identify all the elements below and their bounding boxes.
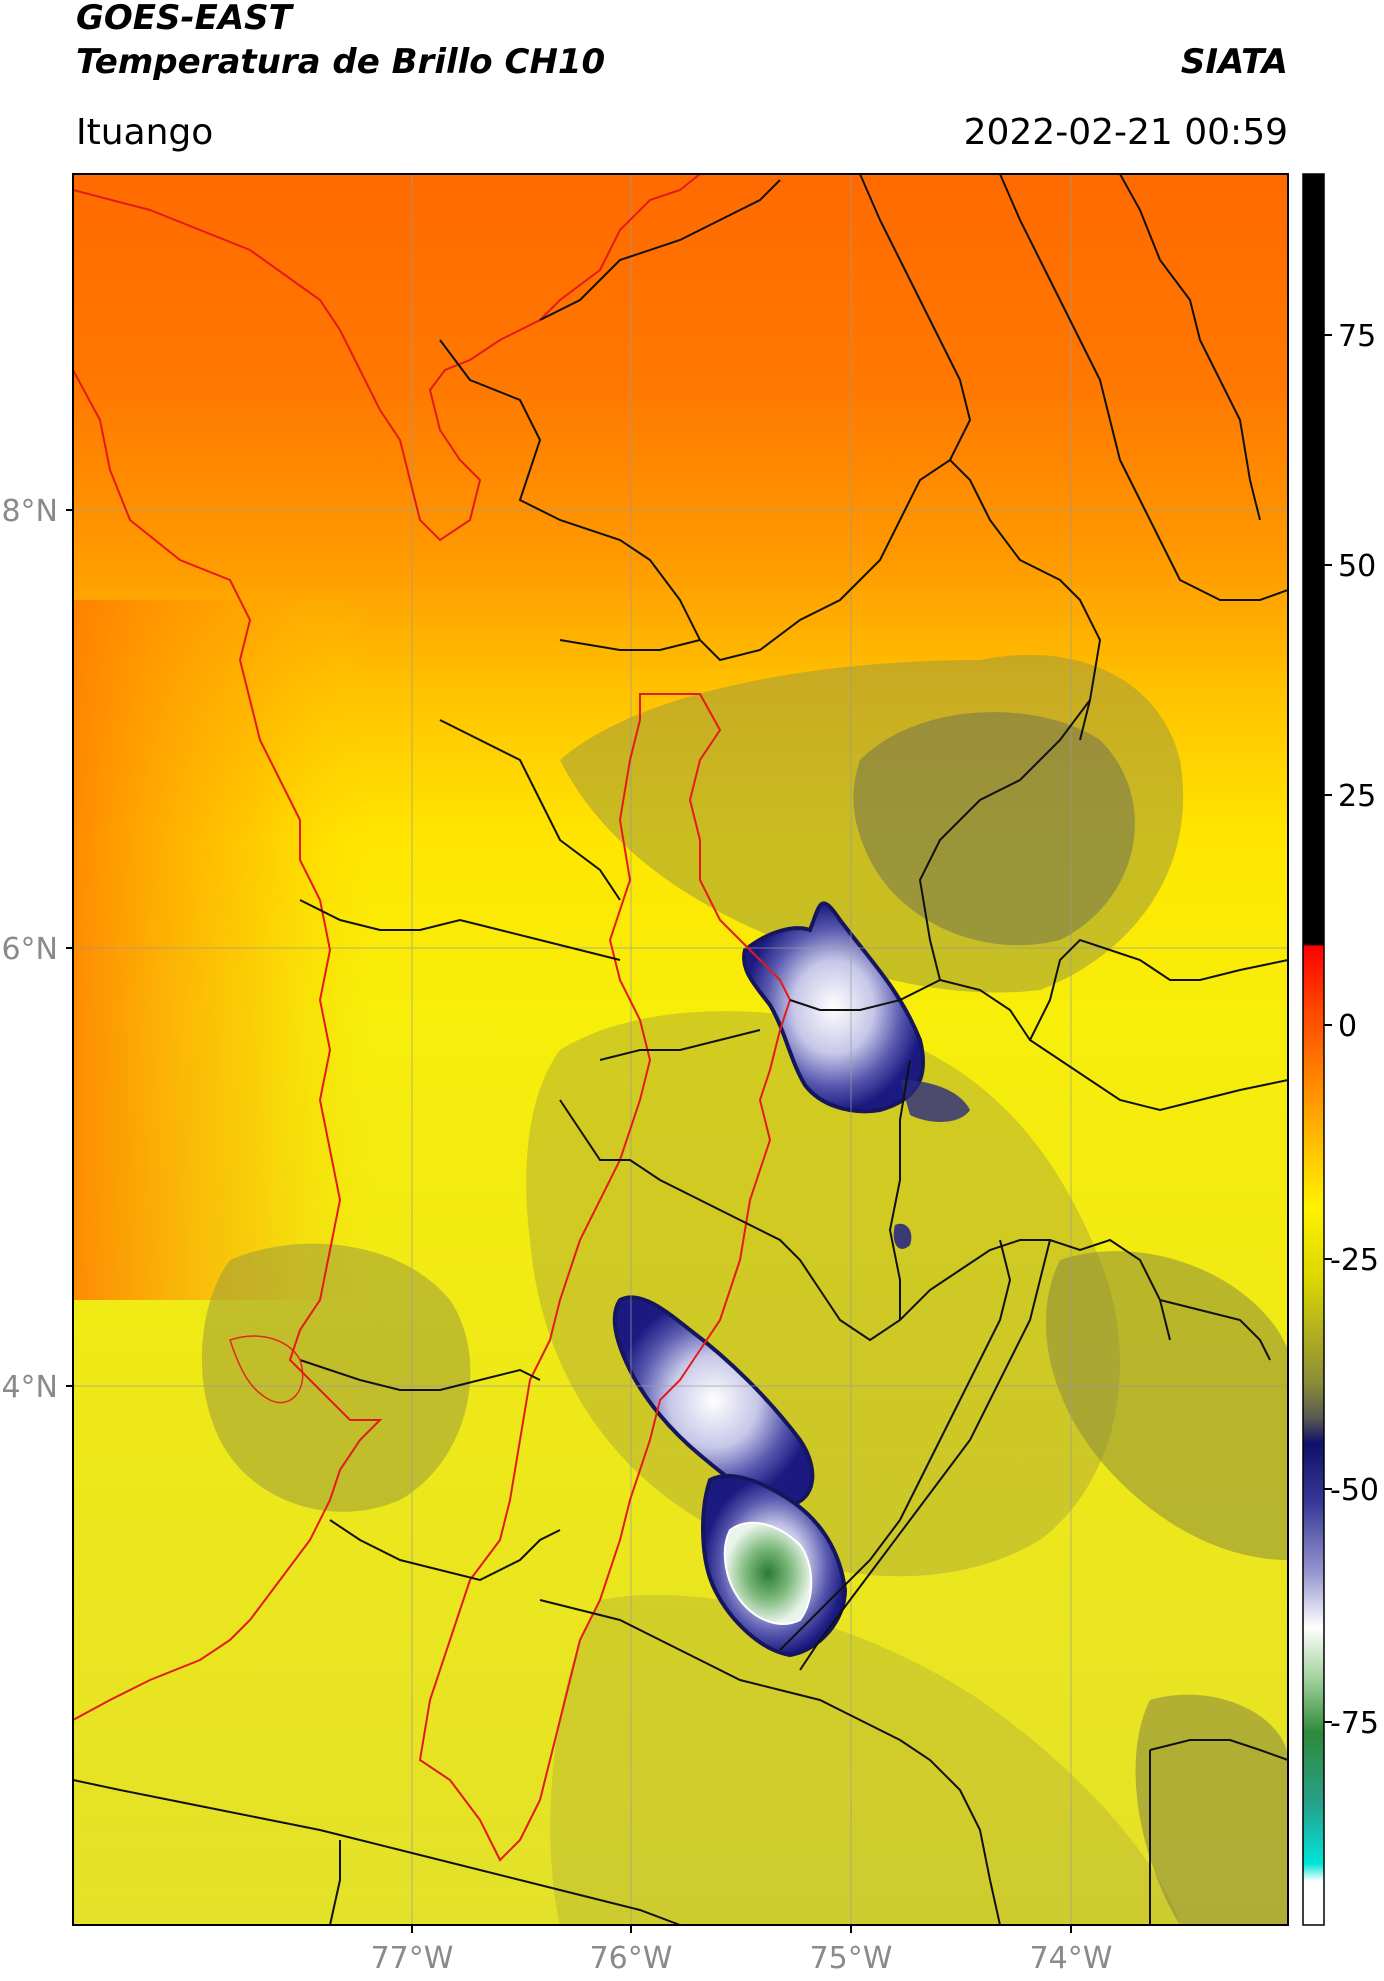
colorbar-tick-0: 0: [1338, 1009, 1357, 1044]
colorbar-tick-minus25: -25: [1330, 1243, 1379, 1278]
municipality-outline: [229, 1335, 304, 1404]
lon-ticks: [411, 1925, 1072, 1933]
colorbar-tick-25: 25: [1338, 779, 1376, 814]
colorbar-gradient: [1302, 173, 1325, 1926]
lat-ticks: [66, 509, 73, 1387]
colorbar: 75 50 25 0 -25 -50 -75: [1302, 173, 1379, 1926]
brand-label: SIATA: [1180, 42, 1288, 82]
location-label: Ituango: [76, 112, 214, 153]
coastline: [73, 174, 792, 1862]
product-title: Temperatura de Brillo CH10: [76, 42, 606, 82]
map-frame: [72, 173, 1289, 1926]
colorbar-tick-minus50: -50: [1330, 1473, 1379, 1508]
satellite-title: GOES-EAST: [76, 0, 292, 38]
lat-label-8n: 8°N: [1, 494, 58, 529]
colorbar-tick-minus75: -75: [1330, 1706, 1379, 1741]
lon-label-74w: 74°W: [1030, 1941, 1113, 1976]
lon-label-77w: 77°W: [371, 1941, 454, 1976]
colorbar-tick-50: 50: [1338, 549, 1376, 584]
lat-label-4n: 4°N: [1, 1370, 58, 1405]
lat-label-6n: 6°N: [1, 932, 58, 967]
lon-label-75w: 75°W: [810, 1941, 893, 1976]
colorbar-tick-75: 75: [1338, 319, 1376, 354]
graticule: [73, 174, 1288, 1925]
datetime-label: 2022-02-21 00:59: [963, 112, 1288, 153]
brightness-temperature-field: [73, 174, 1288, 1925]
department-borders: [73, 174, 1288, 1925]
lon-label-76w: 76°W: [590, 1941, 673, 1976]
